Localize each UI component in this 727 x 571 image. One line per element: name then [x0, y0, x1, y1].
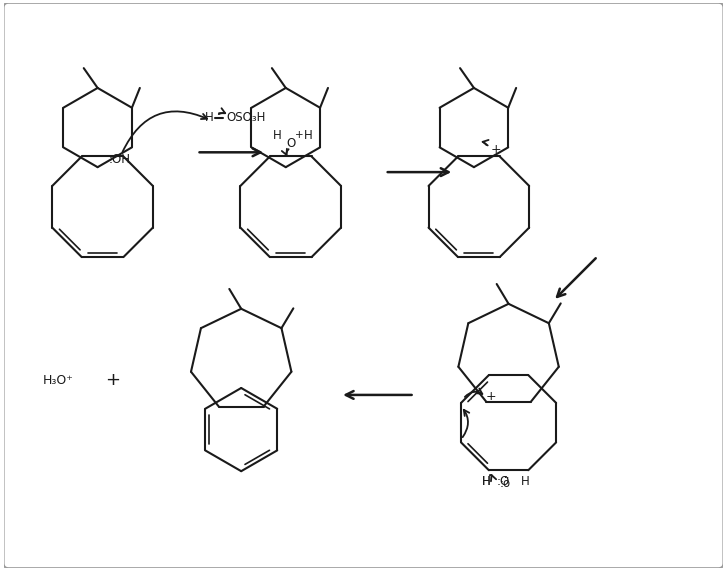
- Text: O: O: [286, 137, 295, 150]
- Text: H: H: [481, 475, 490, 488]
- Text: +: +: [295, 131, 304, 140]
- Text: H: H: [521, 475, 530, 488]
- Text: +: +: [486, 390, 497, 403]
- Text: H: H: [205, 111, 214, 124]
- Text: H: H: [481, 475, 490, 488]
- Text: :OH: :OH: [108, 152, 130, 166]
- FancyBboxPatch shape: [4, 3, 723, 568]
- Text: :ö: :ö: [500, 477, 511, 489]
- Text: +: +: [491, 143, 501, 156]
- Text: +: +: [105, 371, 120, 389]
- Text: :Ȯ: :Ȯ: [497, 475, 510, 488]
- Text: H: H: [304, 129, 313, 142]
- Text: H: H: [273, 129, 281, 142]
- Text: H₃O⁺: H₃O⁺: [43, 373, 73, 387]
- Text: OSO₃H: OSO₃H: [227, 111, 266, 124]
